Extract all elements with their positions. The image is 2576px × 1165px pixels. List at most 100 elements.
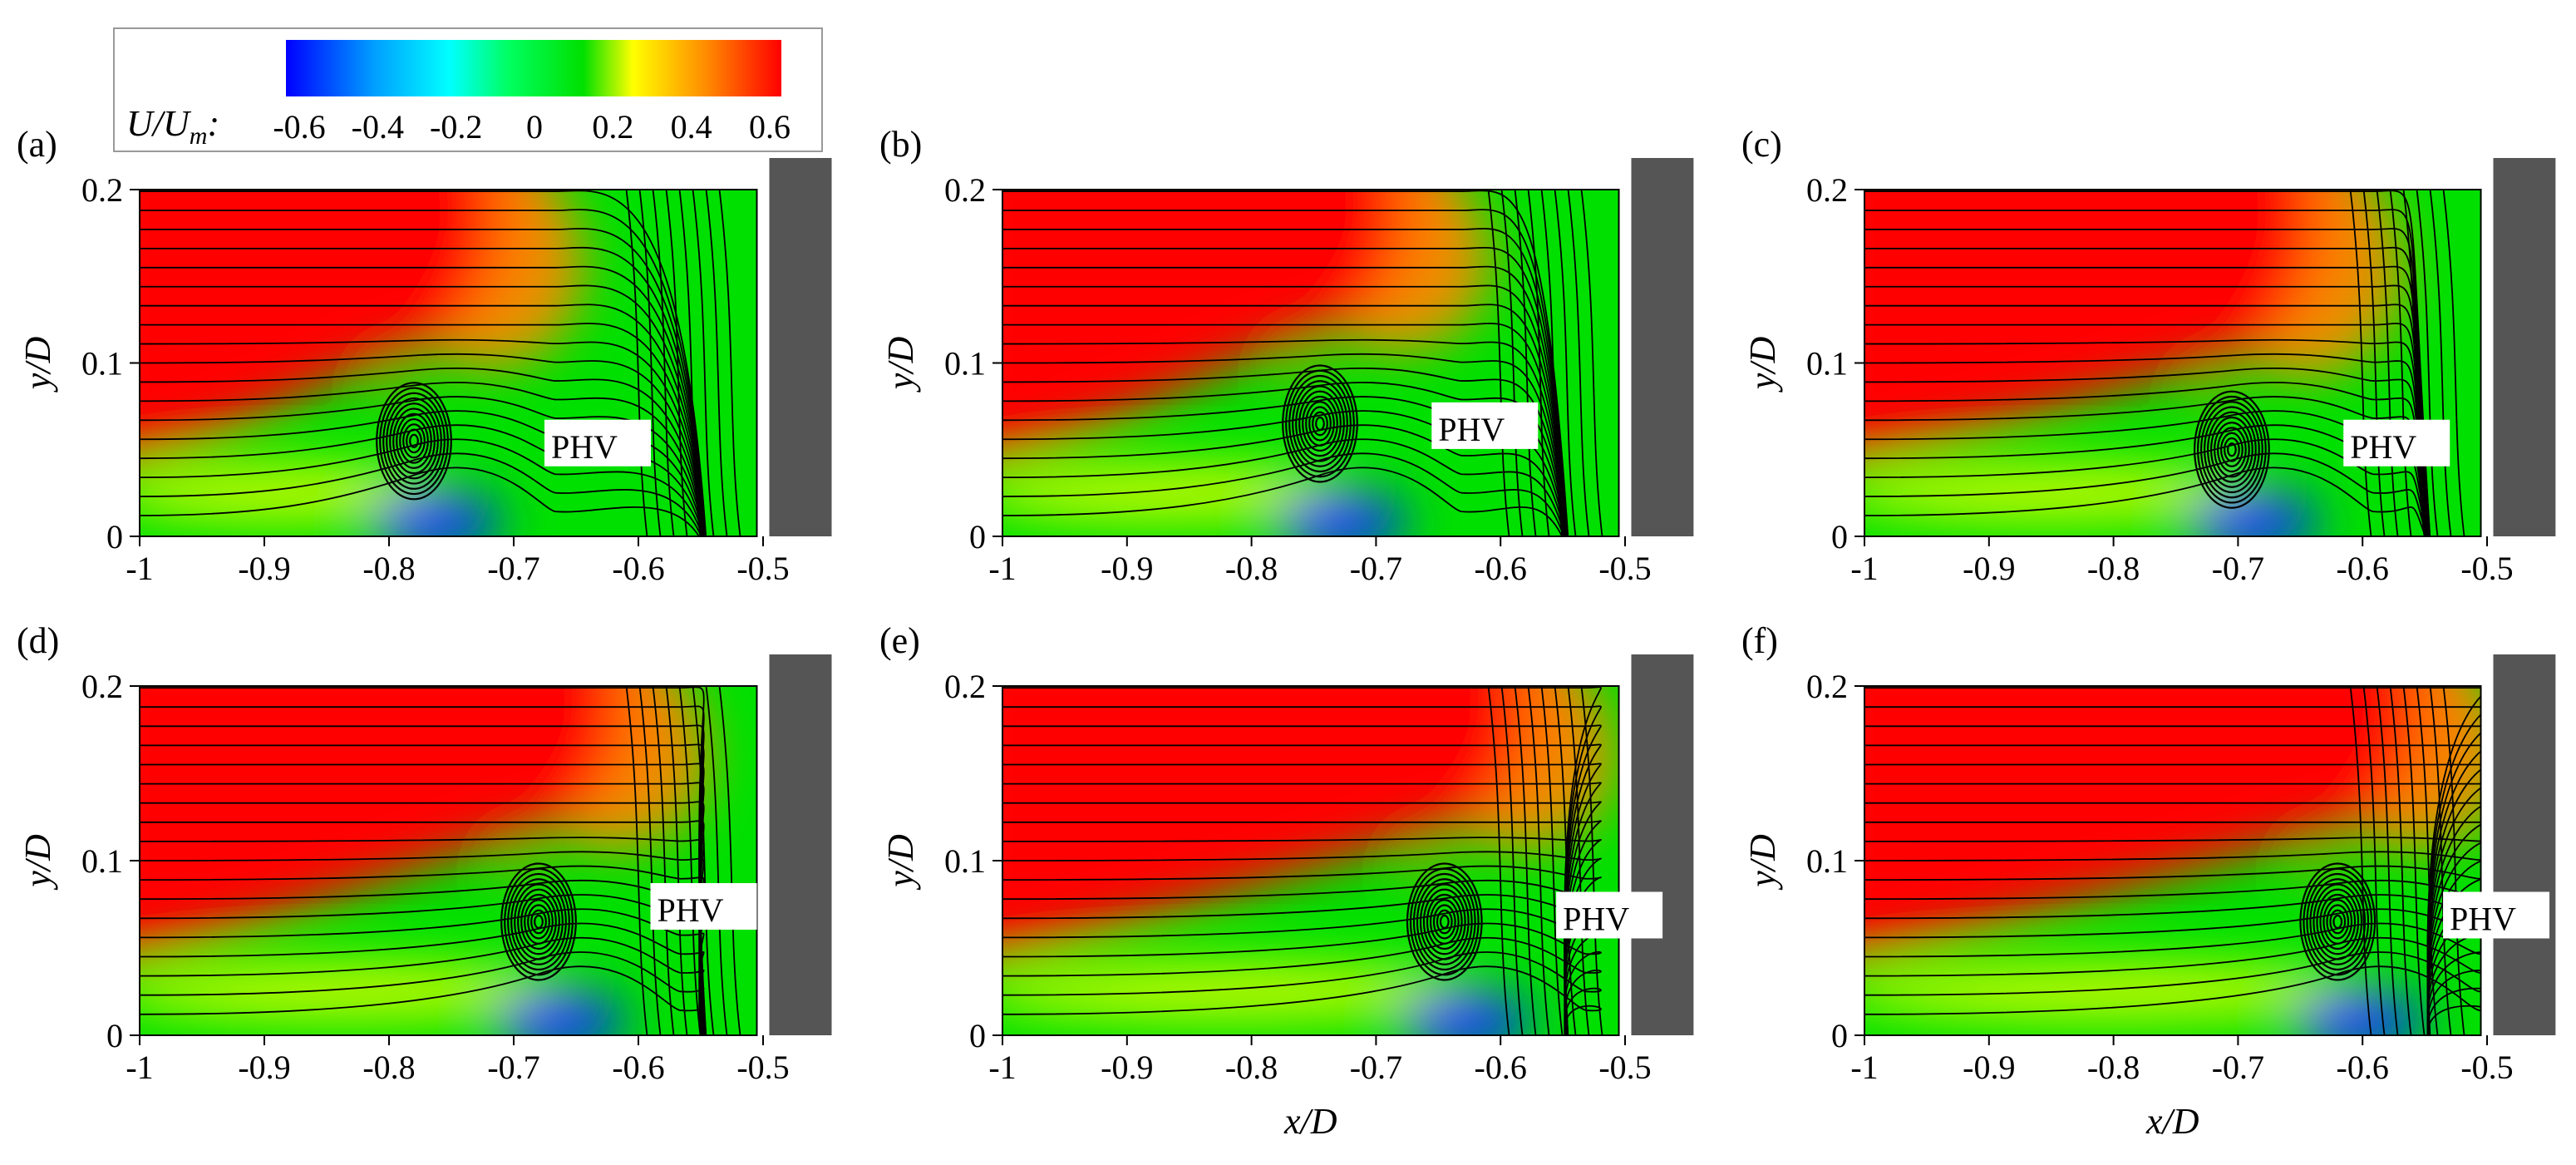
vortex-ring [2214,422,2250,478]
annotation-box [1556,891,1663,939]
obstacle [2493,158,2556,536]
streamline [1864,368,2431,536]
vortex-ring [1308,406,1332,442]
panel-c: -1 -0.9 -0.8 -0.7 -0.6 -0.5 0 0.1 0.2 y/D (c) PHV [1741,124,2556,587]
x-tick-label: -1 [1850,550,1878,587]
streamline [140,820,707,1035]
x-tick-label: -0.9 [1963,550,2015,587]
x-tick-label: -0.7 [2212,1049,2264,1086]
x-tick-label: -0.5 [1598,550,1651,587]
vortex-ring [504,867,574,976]
x-axis-label: x/D [2145,1101,2199,1142]
vortex-core [2194,390,2270,509]
vortex-ring [1412,872,1476,971]
x-tick-label: -1 [126,1049,153,1086]
panel-a: -1 -0.9 -0.8 -0.7 -0.6 -0.5 0 0.1 0.2 y/D (a) PHV [17,124,832,587]
streamline [1002,438,1566,536]
field-blobs [140,686,709,1035]
vortex-ring [1409,867,1480,976]
vortex-ring [399,417,429,464]
x-tick-label: -0.6 [2337,550,2389,587]
streamline [638,686,662,1035]
streamline [1567,686,1590,1035]
streamline [2376,190,2399,536]
vortex-ring [392,407,436,475]
y-tick-label: 0.1 [944,842,986,880]
streamline [2389,190,2412,536]
obstacle [769,158,832,536]
annotation-phv: PHV [2350,428,2416,466]
streamline [2429,686,2452,1035]
streamline [1002,228,1569,536]
vortex-ring [1312,411,1328,437]
streamline [1514,686,1537,1035]
streamline [678,686,702,1035]
vortex-ring [510,878,567,965]
streamline [2389,686,2412,1035]
streamline [1580,190,1603,536]
streamline [2402,686,2426,1035]
vortex-ring [376,382,452,501]
high-velocity-region [140,190,541,457]
streamline [705,686,728,1035]
x-tick-label: -0.6 [612,1049,664,1086]
x-tick-label: -0.9 [1963,1049,2015,1086]
y-tick-label: 0.1 [1806,842,1848,880]
streamline [718,686,741,1035]
colorbar-tick-label: 0.6 [749,108,791,146]
contour-field [140,686,757,1035]
panel-letter: (d) [17,620,59,661]
vortex-core [376,382,452,501]
streamline [1002,338,1569,536]
streamline [140,837,707,1035]
streamline [140,466,700,536]
reverse-flow-region [2292,990,2426,1035]
y-tick-label: 0 [969,1017,986,1054]
vortex-ring [1305,401,1335,447]
streamline [665,190,688,536]
transition-region [501,686,709,889]
streamline [1002,209,1569,536]
high-velocity-region [1002,190,1447,457]
y-axis-label: y/D [1742,834,1783,891]
streamline [1002,466,1564,536]
high-velocity-region [1864,190,2359,457]
streamline [1864,246,2431,536]
field-blobs [1002,190,1490,536]
streamline [1527,190,1550,536]
streamline [652,686,675,1035]
streamline [2402,190,2426,536]
vortex-ring [2217,427,2247,473]
streamline [2429,190,2452,536]
x-tick-label: -1 [126,550,153,587]
vortex-ring [2316,888,2360,955]
streamline [140,382,706,536]
streamline [1864,228,2431,536]
reverse-flow-region [368,491,501,536]
vortex-ring [2194,390,2270,509]
y-tick-label: 0.2 [1806,668,1848,705]
vortex-core [500,862,577,981]
panel-f: -1 -0.9 -0.8 -0.7 -0.6 -0.5 0 0.1 0.2 y/D x/D (f) PH… [1741,620,2556,1142]
streamline [2362,190,2386,536]
reverse-flow-region [2185,491,2319,536]
streamline [2376,686,2399,1035]
y-tick-label: 0 [106,518,123,555]
streamline [1487,686,1510,1035]
x-axis-label: x/D [1283,1101,1337,1142]
streamline [1864,353,2431,536]
streamline [140,922,705,1035]
streamlines [1002,190,1603,536]
colorbar-tick-labels: -0.6 -0.4 -0.2 0 0.2 0.4 0.6 [273,108,791,146]
y-tick-label: 0.2 [944,171,986,209]
streamline [140,265,707,536]
streamline [1540,190,1564,536]
streamline [718,190,741,536]
x-tick-label: -0.6 [2337,1049,2389,1086]
streamline [705,190,728,536]
vortex-ring [500,862,577,981]
obstacle [769,654,832,1035]
vortex-ring [396,412,432,469]
obstacle [2493,654,2556,1035]
streamline [1864,802,2481,1035]
